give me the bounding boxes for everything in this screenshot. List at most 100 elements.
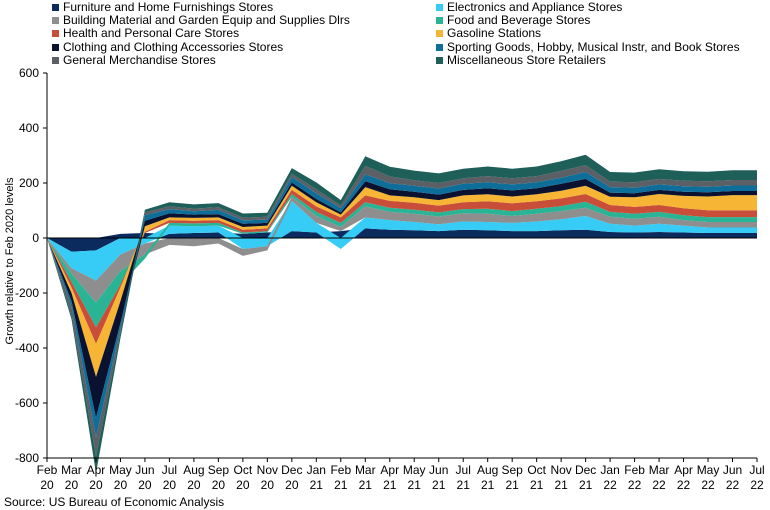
x-tick-label-month: Mar: [355, 463, 376, 477]
legend-label: Furniture and Home Furnishings Stores: [63, 0, 274, 14]
x-tick-label-year: 20: [65, 478, 79, 492]
legend-swatch: [52, 17, 59, 25]
x-tick-label-month: Aug: [183, 463, 204, 477]
legend-swatch: [52, 43, 59, 51]
x-tick-label-year: 22: [652, 478, 666, 492]
x-tick-label-month: May: [109, 463, 132, 477]
legend-item: Clothing and Clothing Accessories Stores: [52, 39, 284, 54]
y-tick-label: 400: [19, 121, 39, 135]
legend-label: Gasoline Stations: [447, 26, 542, 41]
x-tick-label-month: Jul: [456, 463, 471, 477]
x-tick-label-year: 21: [334, 478, 348, 492]
legend: Furniture and Home Furnishings Stores Ele…: [0, 0, 770, 70]
legend-item: Miscellaneous Store Retailers: [436, 52, 606, 67]
x-tick-label-year: 22: [701, 478, 715, 492]
x-tick-label-year: 21: [432, 478, 446, 492]
x-tick-label-month: Jan: [307, 463, 326, 477]
series-area-5: [47, 185, 757, 377]
x-tick-label-month: Jul: [162, 463, 177, 477]
legend-label: Miscellaneous Store Retailers: [447, 52, 606, 67]
series-area-3: [47, 194, 757, 328]
legend-swatch: [436, 17, 443, 25]
x-tick-label-month: Feb: [37, 463, 58, 477]
legend-label: Clothing and Clothing Accessories Stores: [63, 39, 284, 54]
x-tick-label-month: Feb: [624, 463, 645, 477]
x-tick-label-month: Jun: [135, 463, 154, 477]
x-tick-label-month: Oct: [234, 463, 253, 477]
x-tick-label-year: 21: [554, 478, 568, 492]
x-tick-label-year: 21: [359, 478, 373, 492]
x-tick-label-year: 20: [40, 478, 54, 492]
x-tick-label-year: 20: [138, 478, 152, 492]
legend-item: Health and Personal Care Stores: [52, 27, 239, 40]
y-tick-label: -400: [15, 341, 39, 355]
x-tick-label-month: Sep: [208, 463, 230, 477]
legend-swatch: [52, 4, 59, 11]
legend-item: Furniture and Home Furnishings Stores: [52, 1, 273, 14]
source-note: Source: US Bureau of Economic Analysis: [4, 495, 225, 509]
y-tick-label: -800: [15, 451, 39, 465]
legend-item: General Merchandise Stores: [52, 52, 216, 67]
y-tick-label: -600: [15, 396, 39, 410]
legend-label: Building Material and Garden Equip and S…: [63, 13, 350, 28]
legend-item: Sporting Goods, Hobby, Musical Instr, an…: [436, 40, 740, 54]
y-axis-label: Growth relative to Feb 2020 levels: [4, 177, 16, 345]
legend-item: Gasoline Stations: [436, 27, 541, 40]
y-tick-label: 200: [19, 176, 39, 190]
legend-swatch: [52, 56, 59, 64]
x-tick-label-month: Apr: [87, 463, 106, 477]
series-areas: [47, 154, 757, 474]
x-tick-label-month: Jul: [749, 463, 764, 477]
x-tick-label-month: Oct: [527, 463, 546, 477]
x-tick-label-month: Jun: [429, 463, 448, 477]
legend-swatch: [436, 30, 443, 38]
x-tick-label-month: Jan: [600, 463, 619, 477]
x-tick-label-month: Aug: [477, 463, 498, 477]
x-tick-label-month: Sep: [501, 463, 523, 477]
x-tick-label-month: Mar: [61, 463, 82, 477]
x-tick-label-year: 20: [236, 478, 250, 492]
x-tick-label-year: 21: [408, 478, 422, 492]
x-tick-label-year: 21: [505, 478, 519, 492]
legend-label: Food and Beverage Stores: [447, 13, 591, 28]
x-tick-label-month: Apr: [380, 463, 399, 477]
y-tick-label: -200: [15, 286, 39, 300]
x-tick-label-year: 22: [750, 478, 764, 492]
x-tick-label-year: 20: [163, 478, 177, 492]
y-axis: 600 400 200 0 -200 -400 -600 -800: [15, 66, 48, 465]
legend-swatch: [436, 4, 443, 11]
y-tick-label: 0: [32, 231, 39, 245]
legend-swatch: [436, 43, 443, 51]
legend-label: General Merchandise Stores: [63, 52, 216, 67]
x-tick-label-year: 21: [310, 478, 324, 492]
x-tick-label-month: May: [403, 463, 426, 477]
legend-label: Health and Personal Care Stores: [63, 26, 240, 41]
legend-label: Electronics and Appliance Stores: [447, 0, 623, 14]
x-tick-label-year: 20: [89, 478, 103, 492]
x-tick-label-year: 20: [261, 478, 275, 492]
legend-item: Electronics and Appliance Stores: [436, 1, 622, 14]
series-area-2: [47, 196, 757, 303]
x-tick-label-year: 20: [114, 478, 128, 492]
legend-item: Food and Beverage Stores: [436, 14, 590, 27]
x-tick-label-month: Mar: [649, 463, 670, 477]
x-tick-label-month: Apr: [674, 463, 693, 477]
x-tick-label-year: 22: [603, 478, 617, 492]
x-tick-label-year: 20: [212, 478, 226, 492]
x-tick-label-year: 21: [530, 478, 544, 492]
x-tick-label-year: 20: [285, 478, 299, 492]
x-tick-label-month: Nov: [550, 463, 571, 477]
x-tick-label-year: 22: [726, 478, 740, 492]
legend-swatch: [436, 56, 443, 64]
x-tick-label-month: Dec: [575, 463, 596, 477]
x-tick-label-year: 21: [383, 478, 397, 492]
x-tick-label-year: 22: [677, 478, 691, 492]
x-tick-label-month: Nov: [257, 463, 278, 477]
x-tick-label-year: 21: [481, 478, 495, 492]
x-tick-label-year: 21: [457, 478, 471, 492]
x-tick-label-month: Dec: [281, 463, 302, 477]
x-axis: Feb20Mar20Apr20May20Jun20Jul20Aug20Sep20…: [37, 237, 765, 492]
legend-item: Building Material and Garden Equip and S…: [52, 14, 350, 27]
x-tick-label-year: 20: [187, 478, 201, 492]
